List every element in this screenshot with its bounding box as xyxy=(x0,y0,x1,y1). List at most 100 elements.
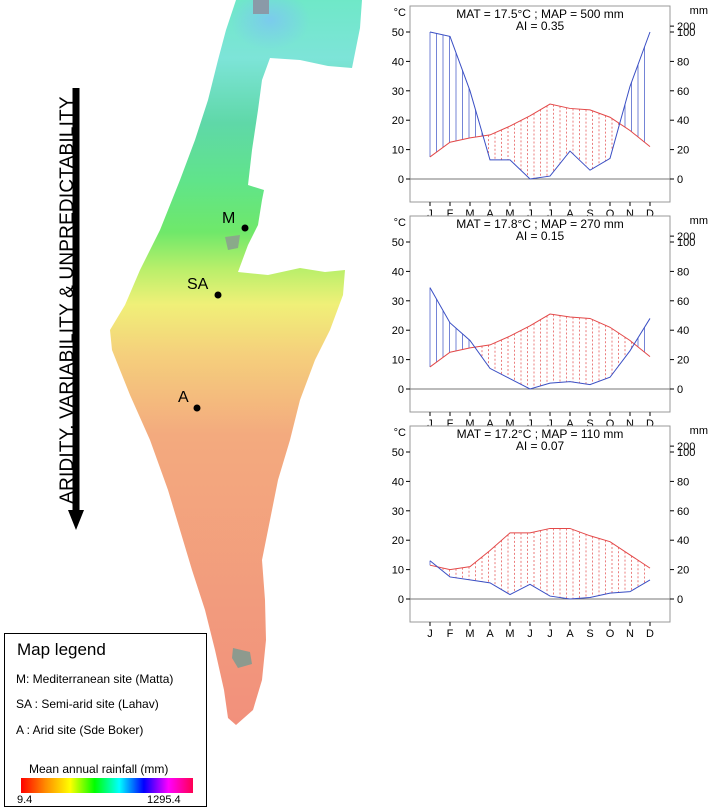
y-right-tick-label: 20 xyxy=(677,145,689,157)
x-tick-label: M xyxy=(505,418,514,430)
x-tick-label: J xyxy=(547,418,553,430)
y-right-tick-label: 200 xyxy=(677,441,695,453)
y-right-tick-label: 200 xyxy=(677,21,695,33)
y-left-label: °C xyxy=(394,427,406,439)
x-tick-label: N xyxy=(626,628,634,640)
y-right-tick-label: 200 xyxy=(677,231,695,243)
x-tick-label: N xyxy=(626,418,634,430)
map-legend: Map legend M: Mediterranean site (Matta)… xyxy=(4,633,207,807)
chart-subtitle: AI = 0.35 xyxy=(516,19,565,33)
x-tick-label: S xyxy=(586,628,593,640)
colorbar-max-label: 1295.4 xyxy=(147,794,181,806)
israel-rainfall-map xyxy=(68,0,362,725)
y-right-tick-label: 60 xyxy=(677,506,689,518)
y-right-tick-label: 20 xyxy=(677,355,689,367)
chart-title: MAT = 17.8°C ; MAP = 270 mm xyxy=(456,217,624,231)
y-left-tick-label: 10 xyxy=(392,145,404,157)
x-tick-label: S xyxy=(586,418,593,430)
x-tick-label: J xyxy=(547,628,553,640)
x-tick-label: S xyxy=(586,208,593,220)
x-tick-label: M xyxy=(465,628,474,640)
chart-frame xyxy=(409,5,671,203)
colorbar-min-label: 9.4 xyxy=(17,794,33,806)
site-dot-sa xyxy=(214,291,222,299)
y-right-tick-label: 0 xyxy=(677,384,683,396)
y-right-tick-label: 80 xyxy=(677,56,689,68)
x-tick-label: A xyxy=(486,208,494,220)
y-right-tick-label: 20 xyxy=(677,565,689,577)
y-left-tick-label: 20 xyxy=(392,115,404,127)
precipitation-line xyxy=(429,287,651,390)
x-tick-label: J xyxy=(427,418,433,430)
y-right-tick-label: 100 xyxy=(677,27,695,39)
y-left-tick-label: 20 xyxy=(392,535,404,547)
x-tick-label: A xyxy=(566,208,574,220)
temperature-line xyxy=(429,103,651,158)
chart-title: MAT = 17.5°C ; MAP = 500 mm xyxy=(456,7,624,21)
map-nodata-patch xyxy=(253,0,269,14)
aridity-arrow-head xyxy=(68,510,84,530)
chart-title: MAT = 17.2°C ; MAP = 110 mm xyxy=(457,427,624,441)
chart-subtitle: AI = 0.07 xyxy=(516,439,565,453)
x-tick-label: N xyxy=(626,208,634,220)
y-left-tick-label: 0 xyxy=(398,594,404,606)
y-left-tick-label: 40 xyxy=(392,476,404,488)
x-tick-label: M xyxy=(465,208,474,220)
y-right-tick-label: 0 xyxy=(677,594,683,606)
y-left-tick-label: 30 xyxy=(392,506,404,518)
y-left-tick-label: 10 xyxy=(392,565,404,577)
y-left-tick-label: 40 xyxy=(392,266,404,278)
map-shape xyxy=(110,0,362,725)
y-right-label: mm xyxy=(690,5,708,17)
chart-frame xyxy=(409,425,671,623)
y-left-tick-label: 0 xyxy=(398,174,404,186)
y-left-tick-label: 30 xyxy=(392,296,404,308)
y-right-tick-label: 60 xyxy=(677,86,689,98)
legend-item-m: M: Mediterranean site (Matta) xyxy=(16,672,174,686)
x-tick-label: M xyxy=(465,418,474,430)
colorbar-title: Mean annual rainfall (mm) xyxy=(29,762,169,776)
y-left-tick-label: 50 xyxy=(392,447,404,459)
x-tick-label: J xyxy=(527,628,533,640)
legend-item-a: A : Arid site (Sde Boker) xyxy=(16,723,144,737)
y-left-tick-label: 50 xyxy=(392,237,404,249)
x-tick-label: F xyxy=(447,418,454,430)
x-tick-label: A xyxy=(566,628,574,640)
x-tick-label: M xyxy=(505,628,514,640)
x-tick-label: F xyxy=(447,628,454,640)
y-right-tick-label: 0 xyxy=(677,174,683,186)
x-tick-label: F xyxy=(447,208,454,220)
x-tick-label: D xyxy=(646,208,654,220)
y-left-label: °C xyxy=(394,7,406,19)
x-tick-label: A xyxy=(486,418,494,430)
x-tick-label: O xyxy=(606,418,615,430)
precipitation-line xyxy=(429,31,651,180)
temperature-line xyxy=(429,527,651,571)
x-tick-label: J xyxy=(527,418,533,430)
site-dot-a xyxy=(193,404,201,412)
site-label-m: M xyxy=(222,210,236,227)
y-left-tick-label: 20 xyxy=(392,325,404,337)
precipitation-line xyxy=(429,560,651,600)
y-right-tick-label: 100 xyxy=(677,237,695,249)
x-tick-label: J xyxy=(527,208,533,220)
site-label-a: A xyxy=(178,389,189,406)
x-tick-label: M xyxy=(505,208,514,220)
x-tick-label: O xyxy=(606,208,615,220)
y-right-tick-label: 40 xyxy=(677,115,689,127)
y-right-tick-label: 100 xyxy=(677,447,695,459)
site-label-sa: SA xyxy=(187,276,209,293)
x-tick-label: J xyxy=(427,208,433,220)
chart-frame xyxy=(409,215,671,413)
y-right-tick-label: 60 xyxy=(677,296,689,308)
legend-title: Map legend xyxy=(17,640,106,659)
map-nodata-patch xyxy=(225,235,240,250)
y-left-tick-label: 10 xyxy=(392,355,404,367)
y-left-tick-label: 40 xyxy=(392,56,404,68)
y-left-label: °C xyxy=(394,217,406,229)
legend-item-sa: SA : Semi-arid site (Lahav) xyxy=(16,697,159,711)
chart-subtitle: AI = 0.15 xyxy=(516,229,565,243)
